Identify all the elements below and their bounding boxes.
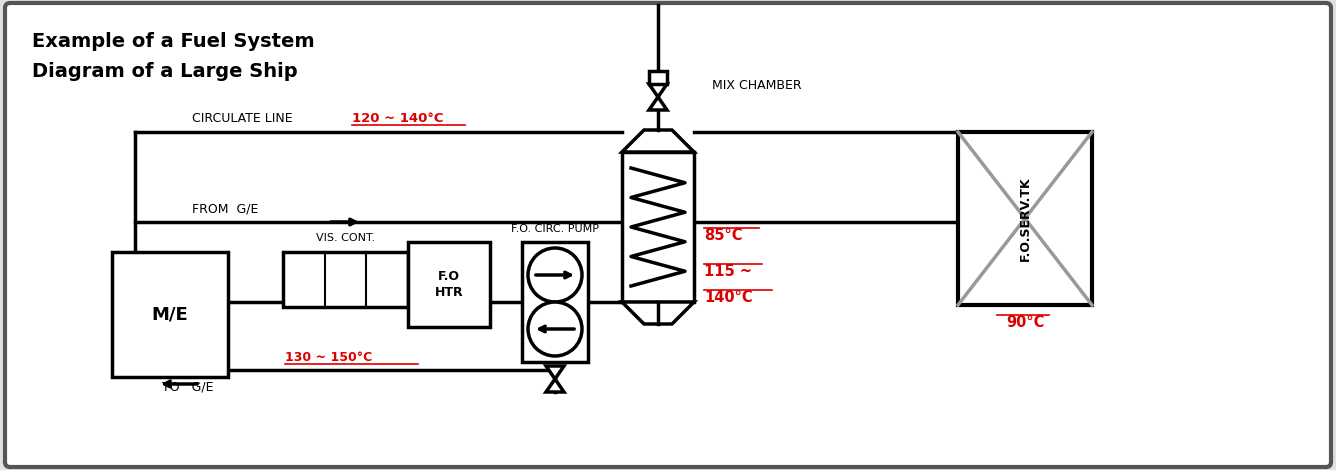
Bar bbox=[623, 152, 693, 302]
Bar bbox=[407, 242, 490, 327]
Circle shape bbox=[528, 302, 582, 356]
Text: M/E: M/E bbox=[151, 306, 188, 323]
Text: MIX CHAMBER: MIX CHAMBER bbox=[712, 78, 802, 92]
FancyBboxPatch shape bbox=[5, 3, 1331, 467]
Text: 120 ~ 140°C: 120 ~ 140°C bbox=[351, 112, 444, 125]
Text: FROM  G/E: FROM G/E bbox=[192, 202, 258, 215]
Text: CIRCULATE LINE: CIRCULATE LINE bbox=[192, 112, 293, 125]
Text: 130 ~ 150°C: 130 ~ 150°C bbox=[285, 351, 373, 364]
Text: F.O.SERV.TK: F.O.SERV.TK bbox=[1018, 176, 1031, 261]
Polygon shape bbox=[649, 84, 667, 110]
Text: 90°C: 90°C bbox=[1006, 315, 1045, 330]
Circle shape bbox=[528, 248, 582, 302]
Text: TO   G/E: TO G/E bbox=[162, 380, 214, 393]
Polygon shape bbox=[546, 366, 564, 392]
Bar bbox=[958, 132, 1092, 305]
Bar bbox=[283, 252, 407, 307]
Text: 140°C: 140°C bbox=[704, 290, 752, 305]
Polygon shape bbox=[623, 302, 693, 324]
Text: F.O
HTR: F.O HTR bbox=[434, 269, 464, 299]
Text: F.O. CIRC. PUMP: F.O. CIRC. PUMP bbox=[510, 224, 599, 234]
Bar bbox=[649, 71, 667, 84]
Text: 85°C: 85°C bbox=[704, 228, 743, 243]
Bar bbox=[112, 252, 228, 377]
Polygon shape bbox=[623, 130, 693, 152]
Text: Diagram of a Large Ship: Diagram of a Large Ship bbox=[32, 62, 298, 81]
Text: 115 ~: 115 ~ bbox=[704, 264, 752, 279]
Bar bbox=[522, 242, 588, 362]
Text: Example of a Fuel System: Example of a Fuel System bbox=[32, 32, 314, 51]
Text: VIS. CONT.: VIS. CONT. bbox=[317, 233, 375, 243]
